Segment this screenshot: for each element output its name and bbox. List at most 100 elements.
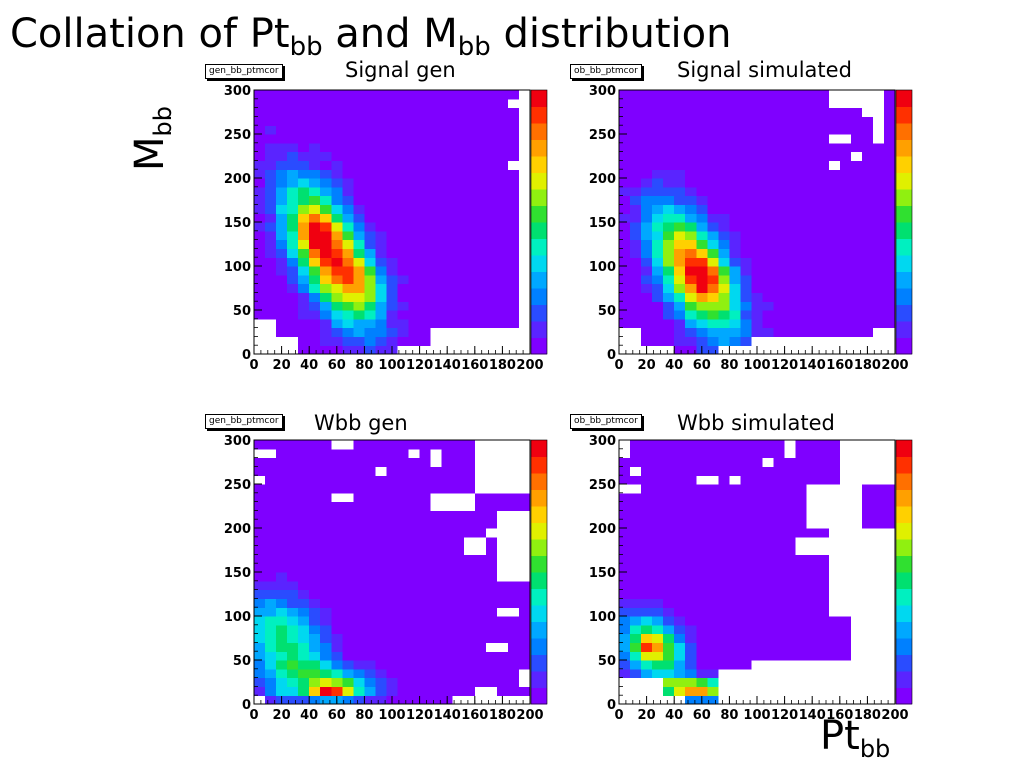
heatmap-bin bbox=[397, 510, 410, 520]
heatmap-bin bbox=[507, 125, 520, 135]
colorbar-segment bbox=[531, 638, 547, 655]
heatmap-bin bbox=[652, 607, 664, 617]
heatmap-bin bbox=[507, 572, 520, 582]
heatmap-bin bbox=[663, 142, 675, 153]
heatmap-bin bbox=[507, 222, 520, 232]
heatmap-bin bbox=[375, 292, 388, 302]
heatmap-bin bbox=[674, 230, 686, 241]
heatmap-bin bbox=[806, 151, 819, 161]
heatmap-bin bbox=[839, 633, 852, 643]
heatmap-bin bbox=[375, 266, 388, 276]
heatmap-bin bbox=[795, 466, 808, 476]
heatmap-bin bbox=[276, 554, 288, 564]
heatmap-bin bbox=[254, 125, 266, 135]
heatmap-bin bbox=[861, 195, 874, 205]
heatmap-bin bbox=[386, 213, 399, 223]
heatmap-bin bbox=[375, 492, 388, 503]
heatmap-bin bbox=[751, 624, 764, 635]
heatmap-bin bbox=[641, 624, 653, 635]
heatmap-bin bbox=[254, 475, 266, 485]
heatmap-bin bbox=[630, 510, 642, 520]
heatmap-bin bbox=[850, 186, 863, 197]
heatmap-bin bbox=[839, 484, 852, 494]
heatmap-bin bbox=[685, 230, 697, 241]
heatmap-bin bbox=[353, 345, 365, 355]
heatmap-bin bbox=[331, 519, 343, 529]
heatmap-bin bbox=[641, 142, 653, 153]
x-tick-label: 160 bbox=[461, 708, 488, 723]
heatmap-bin bbox=[485, 213, 498, 223]
heatmap-bin bbox=[685, 160, 697, 170]
heatmap-bin bbox=[663, 563, 675, 573]
heatmap-bin bbox=[408, 563, 421, 573]
heatmap-bin bbox=[718, 90, 730, 100]
heatmap-bin bbox=[652, 327, 664, 337]
heatmap-bin bbox=[861, 204, 874, 214]
heatmap-bin bbox=[474, 677, 487, 687]
heatmap-bin bbox=[397, 492, 410, 503]
heatmap-bin bbox=[386, 633, 399, 643]
heatmap-bin bbox=[795, 651, 808, 661]
heatmap-bin bbox=[518, 475, 531, 485]
heatmap-bin bbox=[751, 642, 764, 652]
heatmap-bin bbox=[287, 98, 299, 109]
heatmap-bin bbox=[850, 274, 863, 285]
heatmap-bin bbox=[276, 668, 288, 679]
heatmap-bin bbox=[408, 222, 421, 232]
heatmap-bin bbox=[762, 466, 775, 476]
heatmap-bin bbox=[507, 336, 520, 346]
heatmap-bin bbox=[795, 151, 808, 161]
heatmap-bin bbox=[331, 248, 343, 258]
heatmap-bin bbox=[685, 283, 697, 293]
heatmap-bin bbox=[375, 274, 388, 285]
heatmap-bin bbox=[254, 616, 266, 626]
heatmap-bin bbox=[729, 616, 742, 626]
heatmap-bin bbox=[663, 466, 675, 476]
heatmap-bin bbox=[320, 169, 332, 179]
heatmap-bin bbox=[441, 510, 454, 520]
heatmap-bin bbox=[663, 572, 675, 582]
heatmap-bin bbox=[342, 142, 354, 153]
heatmap-bin bbox=[430, 528, 443, 538]
heatmap-bin bbox=[518, 310, 531, 320]
heatmap-bin bbox=[619, 178, 631, 188]
heatmap-bin bbox=[850, 134, 863, 144]
heatmap-bin bbox=[795, 283, 808, 293]
heatmap-bin bbox=[795, 169, 808, 179]
heatmap-bin bbox=[331, 90, 343, 100]
heatmap-bin bbox=[364, 536, 377, 547]
heatmap-bin bbox=[872, 686, 885, 696]
heatmap-bin bbox=[298, 545, 310, 555]
heatmap-bin bbox=[850, 660, 863, 670]
heatmap-bin bbox=[872, 677, 885, 687]
heatmap-bin bbox=[254, 589, 266, 599]
heatmap-bin bbox=[342, 98, 354, 109]
colorbar-segment bbox=[531, 288, 547, 305]
heatmap-bin bbox=[397, 572, 410, 582]
heatmap-bin bbox=[430, 222, 443, 232]
heatmap-bin bbox=[806, 98, 819, 109]
heatmap-bin bbox=[751, 222, 764, 232]
heatmap-bin bbox=[762, 336, 775, 346]
heatmap-bin bbox=[762, 142, 775, 153]
heatmap-bin bbox=[674, 572, 686, 582]
heatmap-bin bbox=[507, 318, 520, 329]
heatmap-bin bbox=[485, 336, 498, 346]
heatmap-bin bbox=[441, 475, 454, 485]
heatmap-bin bbox=[773, 327, 786, 337]
heatmap-bin bbox=[463, 589, 476, 599]
heatmap-bin bbox=[430, 501, 443, 511]
heatmap-bin bbox=[496, 677, 509, 687]
heatmap-bin bbox=[518, 563, 531, 573]
heatmap-bin bbox=[485, 345, 498, 355]
heatmap-bin bbox=[309, 327, 321, 337]
heatmap-bin bbox=[419, 501, 432, 511]
heatmap-bin bbox=[298, 677, 310, 687]
heatmap-bin bbox=[430, 466, 443, 476]
heatmap-bin bbox=[496, 633, 509, 643]
heatmap-bin bbox=[298, 310, 310, 320]
x-tick-label: 40 bbox=[665, 708, 683, 723]
heatmap-bin bbox=[386, 501, 399, 511]
heatmap-bin bbox=[707, 668, 719, 679]
heatmap-bin bbox=[630, 545, 642, 555]
